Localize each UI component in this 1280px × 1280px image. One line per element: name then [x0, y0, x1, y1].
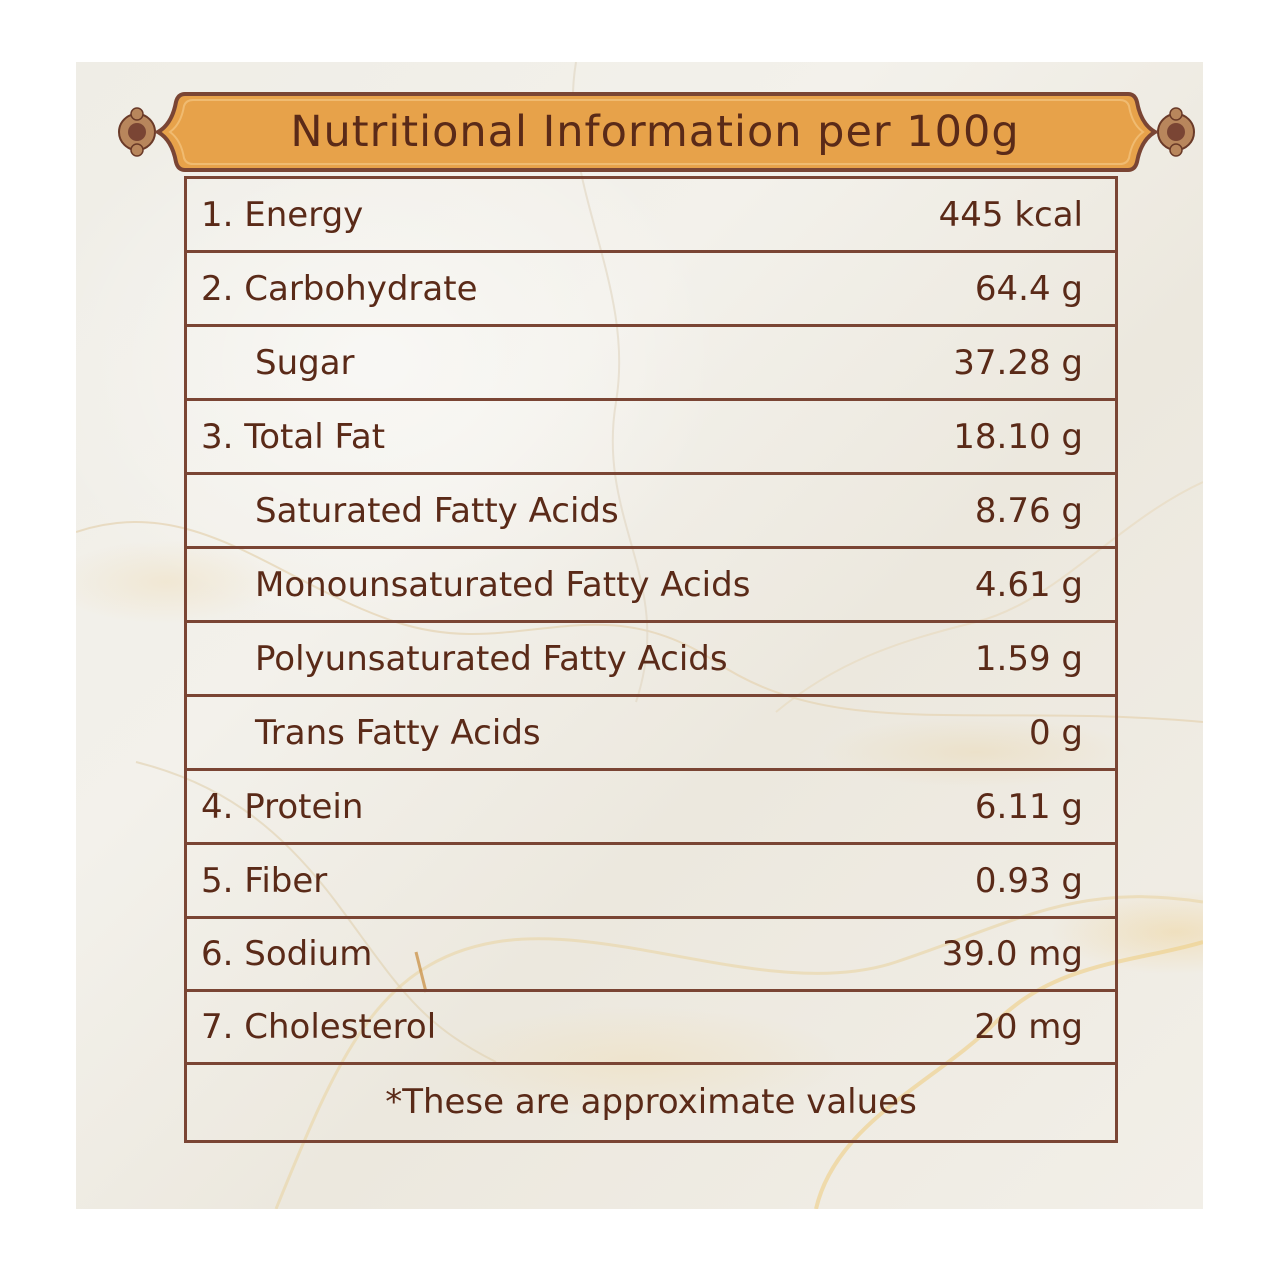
- table-row: 6. Sodium 39.0 mg: [187, 919, 1115, 992]
- row-value: 64.4 g: [974, 268, 1083, 309]
- page-title: Nutritional Information per 100g: [290, 107, 1020, 157]
- row-value: 20 mg: [974, 1007, 1083, 1047]
- table-row: Saturated Fatty Acids 8.76 g: [187, 475, 1115, 549]
- row-label: Sugar: [255, 342, 355, 383]
- table-row: Polyunsaturated Fatty Acids 1.59 g: [187, 623, 1115, 697]
- row-value: 1.59 g: [974, 638, 1083, 679]
- row-value: 37.28 g: [953, 342, 1083, 383]
- row-label: 3. Total Fat: [201, 416, 386, 457]
- table-row: 4. Protein 6.11 g: [187, 771, 1115, 845]
- left-ornament-icon: [118, 107, 173, 157]
- row-label: 2. Carbohydrate: [201, 268, 478, 309]
- row-label: 6. Sodium: [201, 934, 373, 974]
- row-value: 8.76 g: [974, 490, 1083, 531]
- row-label: 5. Fiber: [201, 860, 328, 901]
- banner-shape: [118, 92, 1195, 172]
- table-row: 3. Total Fat 18.10 g: [187, 401, 1115, 475]
- row-label: 1. Energy: [201, 194, 364, 235]
- row-label: Trans Fatty Acids: [255, 712, 541, 753]
- right-ornament-icon: [1140, 107, 1195, 157]
- row-value: 39.0 mg: [941, 934, 1083, 974]
- marble-background: [76, 62, 1203, 1209]
- row-label: 7. Cholesterol: [201, 1007, 437, 1047]
- table-row: 1. Energy 445 kcal: [187, 179, 1115, 253]
- table-row: 7. Cholesterol 20 mg: [187, 992, 1115, 1065]
- row-value: 445 kcal: [938, 194, 1083, 235]
- table-row: 5. Fiber 0.93 g: [187, 845, 1115, 919]
- row-label: Monounsaturated Fatty Acids: [255, 564, 751, 605]
- table-row: Trans Fatty Acids 0 g: [187, 697, 1115, 771]
- row-value: 4.61 g: [974, 564, 1083, 605]
- row-value: 18.10 g: [953, 416, 1083, 457]
- row-label: Saturated Fatty Acids: [255, 490, 619, 531]
- footnote: *These are approximate values: [385, 1082, 917, 1122]
- nutrition-table: 1. Energy 445 kcal 2. Carbohydrate 64.4 …: [184, 176, 1118, 1143]
- row-label: Polyunsaturated Fatty Acids: [255, 638, 728, 679]
- header-banner: [115, 88, 1198, 176]
- table-row: Sugar 37.28 g: [187, 327, 1115, 401]
- table-row: Monounsaturated Fatty Acids 4.61 g: [187, 549, 1115, 623]
- row-value: 6.11 g: [974, 786, 1083, 827]
- row-value: 0 g: [1028, 712, 1083, 753]
- row-label: 4. Protein: [201, 786, 364, 827]
- table-row: 2. Carbohydrate 64.4 g: [187, 253, 1115, 327]
- row-value: 0.93 g: [974, 860, 1083, 901]
